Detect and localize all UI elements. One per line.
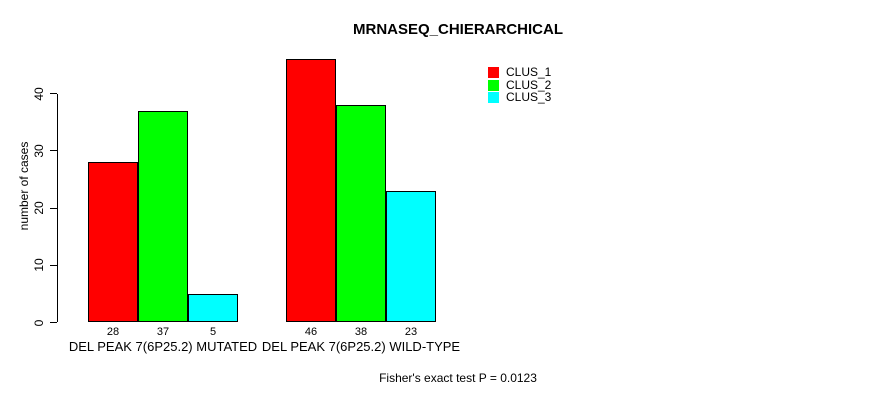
bar-value-label: 5 <box>209 326 217 338</box>
category-label: DEL PEAK 7(6P25.2) MUTATED <box>68 339 258 354</box>
y-axis-tick-label: 10 <box>32 258 46 272</box>
legend-swatch-icon <box>488 67 499 78</box>
y-axis-tick-label: 0 <box>32 319 46 326</box>
category-label: DEL PEAK 7(6P25.2) WILD-TYPE <box>261 339 461 354</box>
legend-label: CLUS_3 <box>506 90 552 105</box>
bar-value-label: 28 <box>106 326 120 338</box>
bar-value-label: 38 <box>354 326 368 338</box>
y-axis-tick <box>50 150 57 152</box>
y-axis-tick-label: 20 <box>32 201 46 215</box>
legend-item-clus_2: CLUS_2 <box>488 79 608 91</box>
legend-label: CLUS_2 <box>506 77 552 92</box>
y-axis-tick <box>50 322 57 323</box>
y-axis-tick-label: 30 <box>32 144 46 158</box>
chart-title: MRNASEQ_CHIERARCHICAL <box>352 21 564 38</box>
bar-value-label: 23 <box>404 326 418 338</box>
bar-clus_3-group1 <box>188 293 238 323</box>
y-axis-tick <box>50 93 57 95</box>
bar-value-label: 37 <box>156 326 170 338</box>
legend: CLUS_1 CLUS_2 CLUS_3 <box>488 66 608 116</box>
legend-swatch-icon <box>488 92 499 104</box>
bar-clus_2-group2 <box>336 105 386 323</box>
annotation-text: Fisher's exact test P = 0.0123 <box>379 371 537 385</box>
legend-label: CLUS_1 <box>506 65 552 79</box>
y-axis-tick <box>50 264 57 266</box>
legend-swatch-icon <box>488 79 499 91</box>
bar-clus_3-group2 <box>386 190 436 323</box>
y-axis-tick-label: 40 <box>32 87 46 101</box>
bar-clus_1-group2 <box>286 59 336 323</box>
y-axis-tick <box>50 207 57 209</box>
legend-item-clus_3: CLUS_3 <box>488 90 608 105</box>
y-axis-line <box>57 93 58 323</box>
legend-item-clus_1: CLUS_1 <box>488 66 608 78</box>
bar-value-label: 46 <box>304 326 318 338</box>
bar-clus_1-group1 <box>88 162 138 323</box>
bar-clus_2-group1 <box>138 110 188 323</box>
